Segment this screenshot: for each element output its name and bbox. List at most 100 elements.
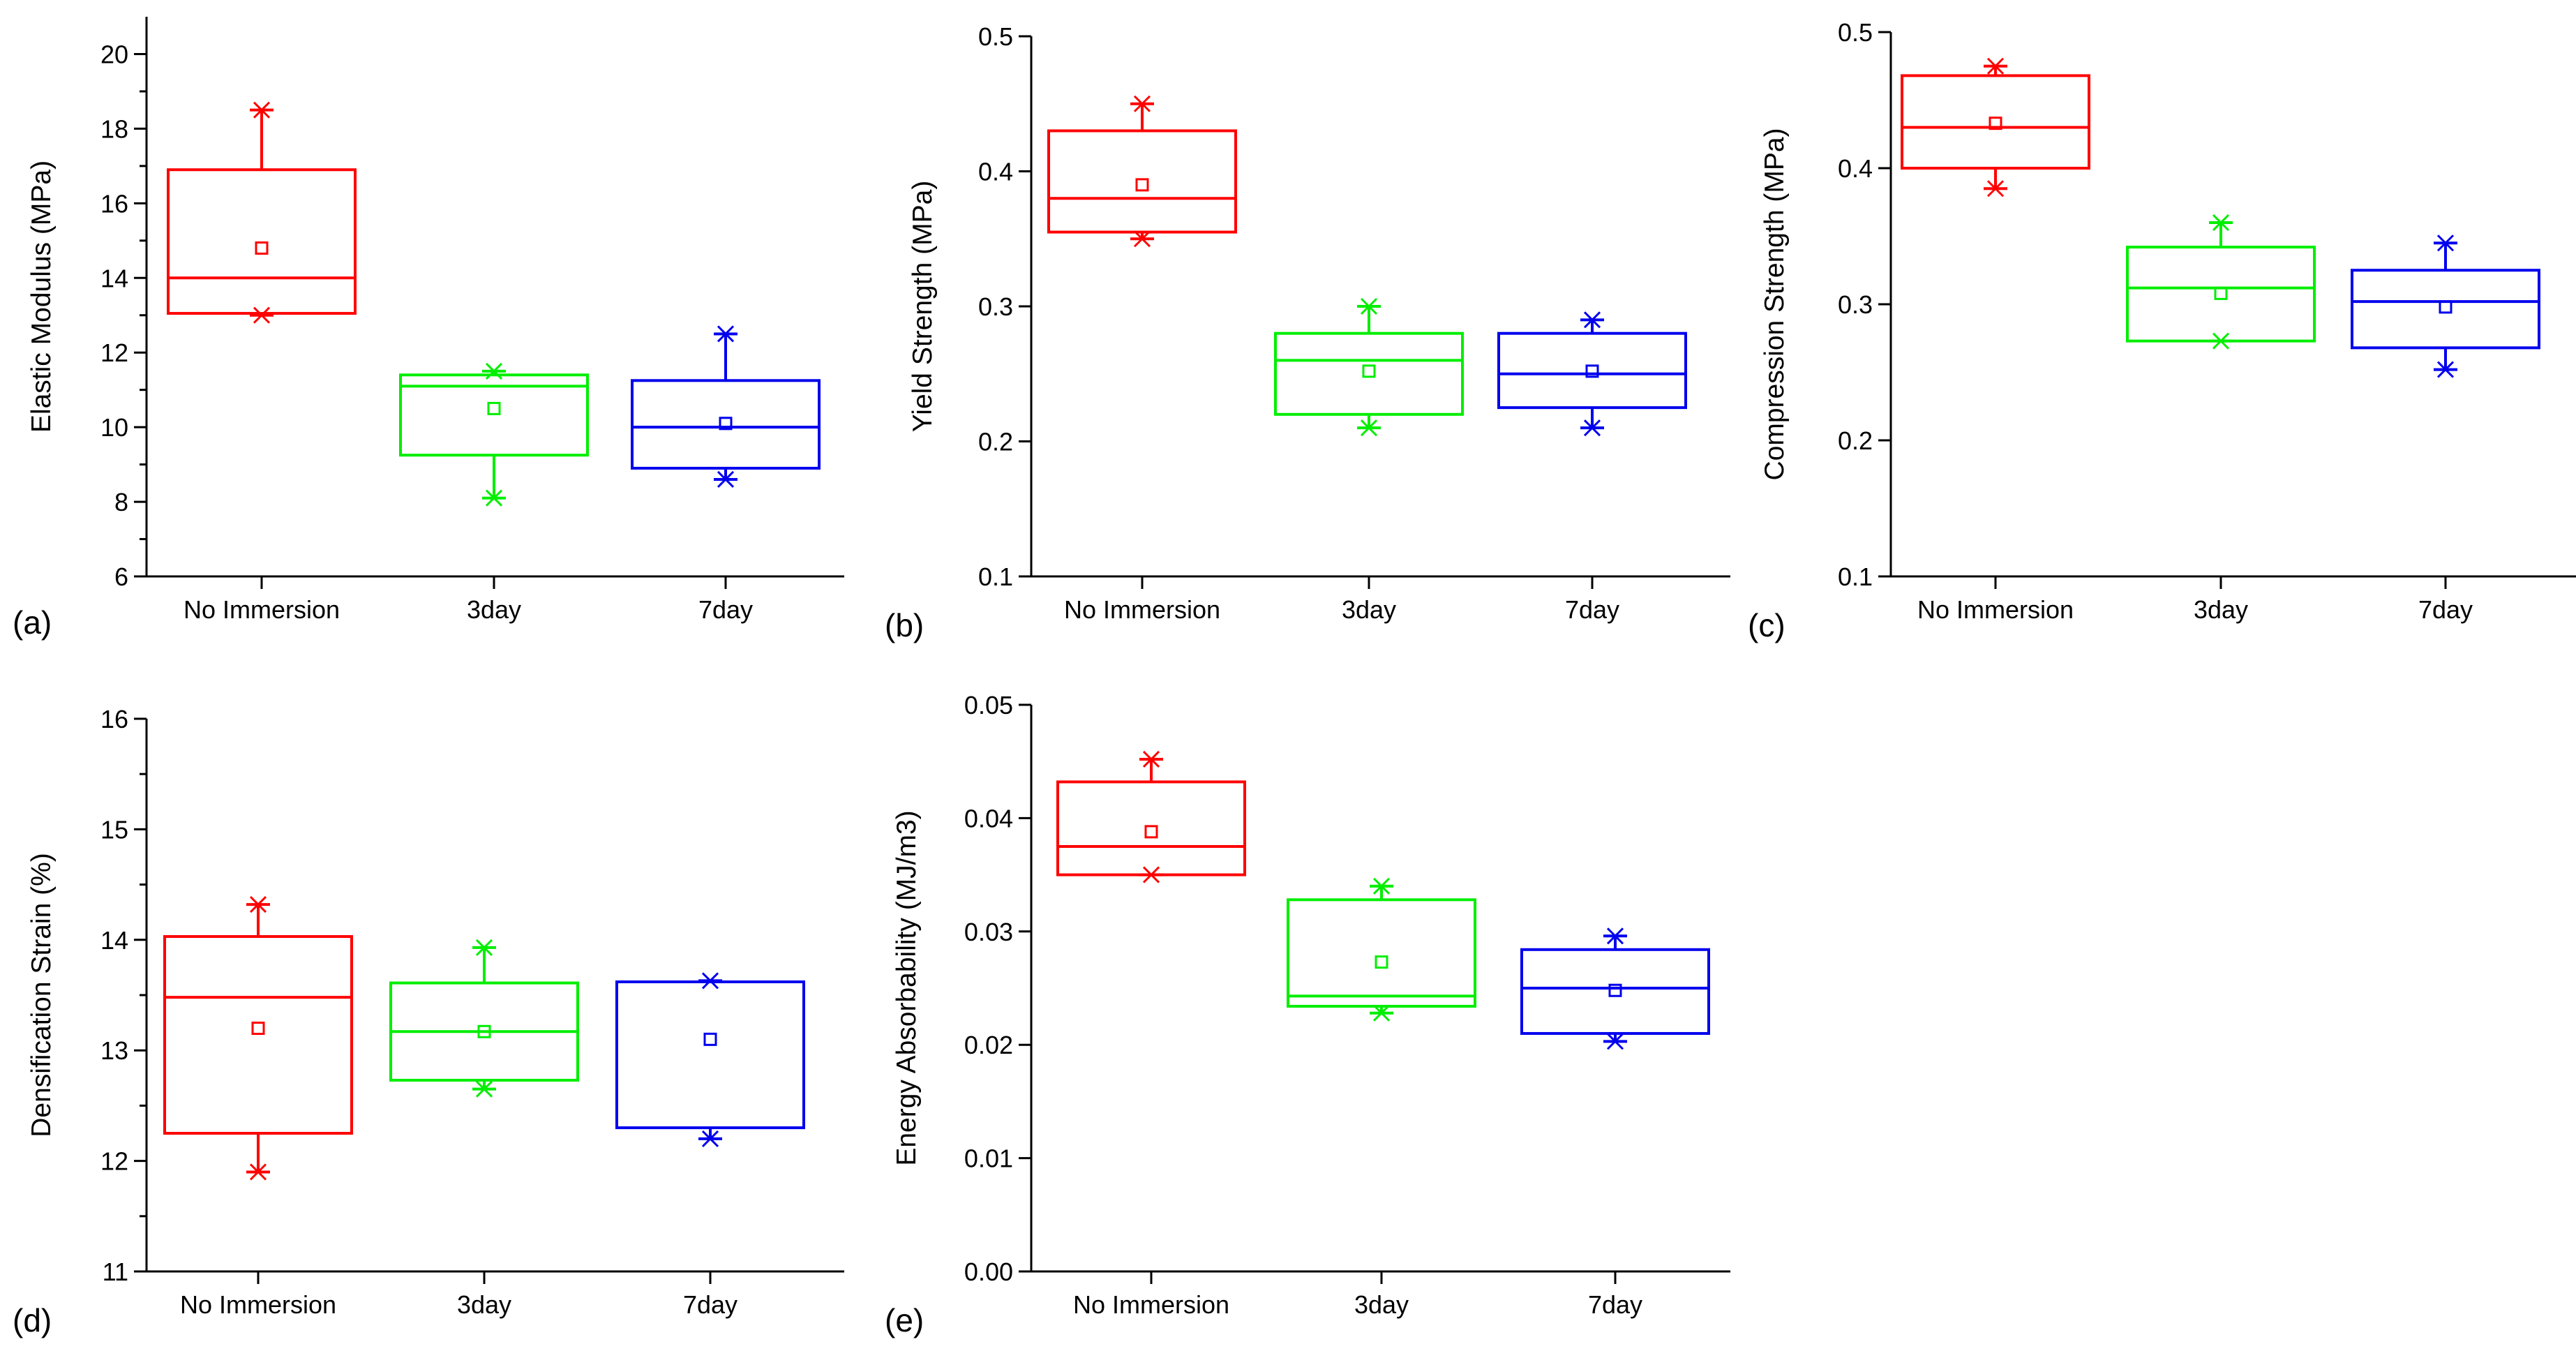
y-tick-label: 0.4 bbox=[978, 158, 1013, 186]
mean-marker bbox=[1989, 117, 2002, 130]
min-marker bbox=[1141, 866, 1161, 883]
min-marker bbox=[1986, 180, 2005, 197]
y-tick-label: 0.02 bbox=[964, 1031, 1013, 1059]
x-tick-label: 3day bbox=[1342, 595, 1396, 624]
y-tick-label: 14 bbox=[100, 264, 128, 292]
y-tick-label: 6 bbox=[114, 562, 128, 591]
y-tick-label: 10 bbox=[100, 413, 128, 442]
max-marker bbox=[1986, 57, 2005, 75]
y-tick-label: 16 bbox=[100, 705, 128, 733]
mean-marker bbox=[1585, 364, 1599, 378]
y-tick-label: 0.2 bbox=[978, 428, 1013, 456]
min-marker bbox=[248, 1163, 268, 1181]
y-tick-label: 13 bbox=[100, 1036, 128, 1065]
max-marker bbox=[2436, 234, 2455, 252]
min-marker bbox=[1359, 419, 1379, 437]
y-tick-label: 12 bbox=[100, 1147, 128, 1176]
y-tick-label: 0.5 bbox=[1838, 18, 1873, 47]
box-3 bbox=[1520, 927, 1710, 1050]
x-tick-label: No Immersion bbox=[1073, 1290, 1229, 1319]
x-tick-label: No Immersion bbox=[1917, 595, 2074, 624]
panel-label: (c) bbox=[1748, 607, 1785, 643]
y-tick-label: 0.00 bbox=[964, 1257, 1013, 1286]
panel-label: (a) bbox=[13, 604, 52, 641]
mean-marker bbox=[251, 1022, 265, 1036]
y-axis-title: Energy Absorbability (MJ/m3) bbox=[892, 810, 922, 1165]
max-marker bbox=[1605, 927, 1625, 945]
box-1 bbox=[167, 101, 357, 324]
box-1 bbox=[1901, 57, 2090, 197]
y-axis-title: Densification Strain (%) bbox=[27, 853, 57, 1137]
y-tick-label: 0.4 bbox=[1838, 154, 1873, 183]
box-1 bbox=[163, 896, 353, 1181]
max-marker bbox=[701, 972, 720, 990]
box-3 bbox=[1497, 311, 1687, 437]
box-3 bbox=[631, 325, 821, 488]
min-marker bbox=[1605, 1033, 1625, 1050]
max-marker bbox=[2211, 214, 2231, 232]
min-marker bbox=[252, 306, 271, 324]
panel-5: 0.00 0.01 0.02 0.03 0.04 0.05 Energy Absorbabi… bbox=[885, 691, 1730, 1338]
box-3 bbox=[615, 972, 805, 1147]
max-marker bbox=[1141, 750, 1161, 768]
mean-marker bbox=[1362, 364, 1376, 378]
y-tick-label: 0.3 bbox=[1838, 290, 1873, 319]
box-2 bbox=[399, 362, 589, 507]
box-iqr bbox=[1056, 780, 1246, 876]
mean-marker bbox=[1135, 178, 1149, 192]
min-marker bbox=[716, 470, 735, 488]
mean-marker bbox=[255, 241, 269, 255]
y-tick-label: 20 bbox=[100, 40, 128, 68]
mean-marker bbox=[1608, 983, 1622, 997]
x-tick-label: 3day bbox=[2194, 595, 2248, 624]
y-tick-label: 16 bbox=[100, 189, 128, 218]
y-tick-label: 0.1 bbox=[978, 562, 1013, 591]
max-marker bbox=[474, 939, 494, 956]
x-tick-label: 7day bbox=[698, 595, 753, 624]
max-marker bbox=[248, 896, 268, 913]
panel-label: (d) bbox=[13, 1302, 52, 1338]
min-marker bbox=[2436, 361, 2455, 378]
min-marker bbox=[2211, 332, 2231, 350]
min-marker bbox=[701, 1130, 720, 1147]
y-tick-label: 0.5 bbox=[978, 22, 1013, 51]
box-3 bbox=[2351, 234, 2540, 378]
box-iqr bbox=[167, 168, 357, 315]
min-marker bbox=[1582, 419, 1602, 437]
mean-marker bbox=[719, 417, 733, 431]
y-tick-label: 15 bbox=[100, 815, 128, 844]
max-marker bbox=[716, 325, 735, 343]
y-tick-label: 14 bbox=[100, 926, 128, 955]
x-tick-label: No Immersion bbox=[184, 595, 340, 624]
box-iqr bbox=[1047, 129, 1237, 234]
x-tick-label: 7day bbox=[2418, 595, 2473, 624]
box-iqr bbox=[1520, 948, 1710, 1035]
y-tick-label: 0.1 bbox=[1838, 562, 1873, 591]
mean-marker bbox=[477, 1024, 491, 1038]
box-iqr bbox=[1497, 331, 1687, 410]
box-1 bbox=[1056, 750, 1246, 883]
y-tick-label: 18 bbox=[100, 114, 128, 143]
max-marker bbox=[1582, 311, 1602, 329]
box-iqr bbox=[1287, 898, 1476, 1008]
box-2 bbox=[2126, 214, 2316, 350]
x-tick-label: 3day bbox=[467, 595, 521, 624]
min-marker bbox=[1372, 1004, 1391, 1022]
mean-marker bbox=[1144, 825, 1158, 839]
x-tick-label: No Immersion bbox=[180, 1290, 336, 1319]
y-axis-title: Yield Strength (MPa) bbox=[908, 181, 938, 433]
y-tick-label: 0.01 bbox=[964, 1144, 1013, 1173]
x-tick-label: 7day bbox=[683, 1290, 737, 1319]
box-iqr bbox=[2351, 269, 2540, 350]
x-tick-label: 3day bbox=[1354, 1290, 1409, 1319]
y-tick-label: 0.3 bbox=[978, 292, 1013, 321]
box-iqr bbox=[1274, 331, 1464, 416]
box-1 bbox=[1047, 95, 1237, 248]
panel-4: 11 12 13 14 15 16 Densification Strain (%) (d) N… bbox=[13, 705, 844, 1338]
y-tick-label: 0.05 bbox=[964, 691, 1013, 719]
max-marker bbox=[1372, 877, 1391, 895]
y-axis-title: Elastic Modulus (MPa) bbox=[27, 161, 57, 433]
panel-label: (b) bbox=[885, 607, 924, 643]
panel-1: 6 8 10 12 14 16 18 20 Elastic Modulus (MPa) (a) No… bbox=[13, 17, 844, 641]
